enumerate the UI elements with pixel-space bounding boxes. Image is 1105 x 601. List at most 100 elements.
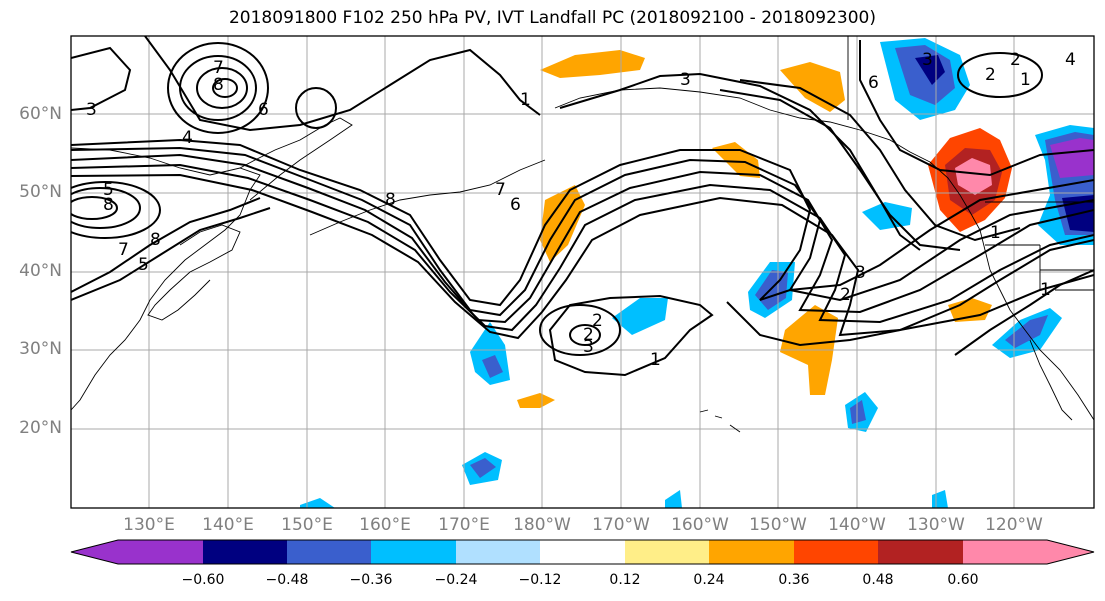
lon-label: 160°W: [671, 515, 729, 535]
colorbar-tick-label: −0.36: [349, 572, 393, 588]
contour-label: 7: [213, 58, 224, 78]
lon-label: 130°E: [123, 515, 175, 535]
contour-label: 1: [520, 90, 531, 110]
lon-label: 120°W: [985, 515, 1043, 535]
contour-ring: [71, 196, 118, 220]
lon-label: 170°E: [438, 515, 490, 535]
colorbar-tick-label: 0.12: [609, 572, 641, 588]
colorbar-segment: [709, 540, 794, 564]
anomaly-lightblue: [665, 490, 682, 508]
figure-title: 2018091800 F102 250 hPa PV, IVT Landfall…: [228, 8, 876, 28]
contour-ring: [212, 78, 238, 98]
japan-coast: [147, 224, 241, 321]
asia-coast: [71, 147, 261, 411]
contour-label: 1: [990, 223, 1001, 243]
contour-label: 2: [985, 65, 996, 85]
colorbar-tick-label: 0.36: [778, 572, 810, 588]
anomaly-lightblue: [300, 498, 335, 508]
lon-label: 140°W: [828, 515, 886, 535]
lon-label: 170°W: [592, 515, 650, 535]
contour-label: 3: [680, 70, 691, 90]
state-lines: [985, 244, 1094, 291]
contour-label: 7: [495, 180, 506, 200]
contour-line: [144, 36, 541, 132]
anomaly-orange: [517, 393, 555, 408]
anomaly-lightblue: [932, 490, 948, 508]
contour-label: 1: [1040, 280, 1051, 300]
contour-label: 8: [385, 190, 396, 210]
contour-label: 6: [868, 73, 879, 93]
contour-line: [71, 46, 132, 111]
pv-contours: [71, 36, 1094, 377]
contour-label: 1: [650, 350, 661, 370]
colorbar-segment: [963, 540, 1047, 564]
north-america-coast: [929, 161, 1094, 421]
contour-label: 7: [118, 240, 129, 260]
lon-label: 150°E: [281, 515, 333, 535]
anomaly-blue: [850, 400, 866, 424]
contour-label: 6: [510, 195, 521, 215]
contour-label: 2: [583, 325, 594, 345]
colorbar-outline: [70, 539, 1095, 565]
lon-label: 180°W: [513, 515, 571, 535]
contour-line: [71, 138, 1094, 307]
contour-ring: [539, 304, 621, 356]
anomaly-orange: [948, 298, 992, 322]
anomaly-lightblue: [862, 202, 912, 230]
contour-ring: [71, 181, 161, 239]
colorbar-extend-low: [71, 540, 118, 564]
colorbar-segment: [371, 540, 456, 564]
colorbar-segment: [540, 540, 625, 564]
lon-label: 150°W: [749, 515, 807, 535]
contour-line: [71, 197, 261, 293]
colorbar-segment: [625, 540, 709, 564]
anomaly-lightblue: [612, 298, 668, 335]
colorbar-segment: [456, 540, 540, 564]
contour-line: [859, 40, 1094, 177]
contour-label: 3: [922, 50, 933, 70]
colorbar-segment: [287, 540, 371, 564]
contour-label: 8: [103, 195, 114, 215]
colorbar: [70, 539, 1095, 565]
baja-coast: [1029, 339, 1073, 421]
contour-label: 3: [855, 263, 866, 283]
colorbar-tick-label: −0.24: [434, 572, 478, 588]
aleutians: [309, 159, 546, 236]
shading-layer: [300, 38, 1094, 508]
coastlines: [71, 36, 1094, 433]
contour-line: [726, 239, 1094, 347]
anomaly-blue: [470, 458, 496, 478]
lat-label: 60°N: [19, 104, 62, 124]
lat-label: 30°N: [19, 339, 62, 359]
contour-label: 5: [138, 255, 149, 275]
contour-label: 8: [150, 230, 161, 250]
contour-label: 1: [1020, 70, 1031, 90]
contour-line: [71, 163, 1094, 332]
colorbar-segment: [878, 540, 963, 564]
colorbar-extend-high: [1047, 540, 1094, 564]
hawaii: [699, 409, 741, 433]
contour-label: 4: [1065, 50, 1076, 70]
colorbar-segment: [118, 540, 203, 564]
anomaly-orange: [540, 50, 645, 78]
lat-label: 50°N: [19, 182, 62, 202]
lat-label: 20°N: [19, 418, 62, 438]
colorbar-tick-label: 0.60: [947, 572, 979, 588]
contour-label: 3: [583, 337, 594, 357]
contour-label: 5: [103, 180, 114, 200]
lat-label: 40°N: [19, 261, 62, 281]
contour-line: [954, 269, 1094, 356]
anomaly-navy: [915, 55, 945, 85]
contour-ring: [957, 52, 1043, 98]
contour-label: 4: [182, 128, 193, 148]
colorbar-tick-label: −0.48: [265, 572, 309, 588]
contour-label-layer: 3 7 8 6 4 5 8 7 8 5 8 7 1 6 3 2 1 2 3 1 …: [86, 50, 1076, 370]
contour-line: [739, 79, 1021, 242]
colorbar-segment: [794, 540, 878, 564]
contour-ring: [196, 67, 248, 109]
anomaly-pink: [955, 158, 992, 195]
anomaly-blue: [482, 355, 503, 378]
contour-line: [559, 72, 921, 251]
contour-ring: [295, 87, 337, 129]
